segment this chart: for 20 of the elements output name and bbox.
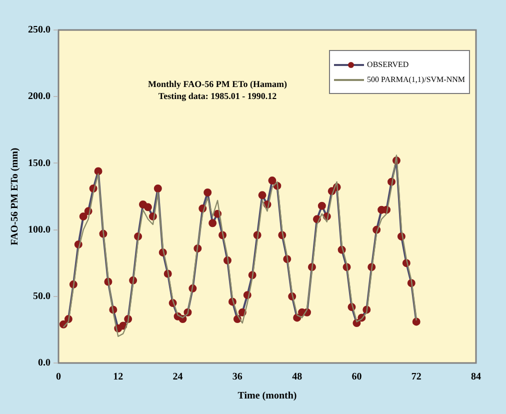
legend-label: OBSERVED xyxy=(367,60,409,69)
x-tick-label: 60 xyxy=(352,372,362,383)
x-tick-label: 12 xyxy=(113,372,124,383)
y-tick-label: 50.0 xyxy=(33,290,50,302)
y-tick-label: 250.0 xyxy=(28,24,50,36)
y-tick-label: 150.0 xyxy=(28,158,50,169)
y-axis-title: FAO-56 PM ETo (mm) xyxy=(10,148,21,246)
legend-label: 500 PARMA(1,1)/SVM-NNM xyxy=(367,75,465,84)
x-tick-label: 84 xyxy=(471,372,481,383)
text: Monthly FAO-56 PM ETo (Hamam) xyxy=(147,78,288,90)
x-axis-title: Time (month) xyxy=(238,390,297,402)
y-tick-label: 100.0 xyxy=(28,224,50,236)
x-tick-label: 72 xyxy=(411,372,422,383)
x-tick-label: 36 xyxy=(232,372,242,383)
y-tick-label: 0.0 xyxy=(38,358,50,369)
x-tick-label: 48 xyxy=(292,372,302,383)
y-tick-label: 200.0 xyxy=(28,91,50,102)
x-tick-label: 24 xyxy=(172,372,183,383)
text: Testing data: 1985.01 - 1990.12 xyxy=(157,90,278,102)
x-tick-label: 0 xyxy=(56,372,61,383)
